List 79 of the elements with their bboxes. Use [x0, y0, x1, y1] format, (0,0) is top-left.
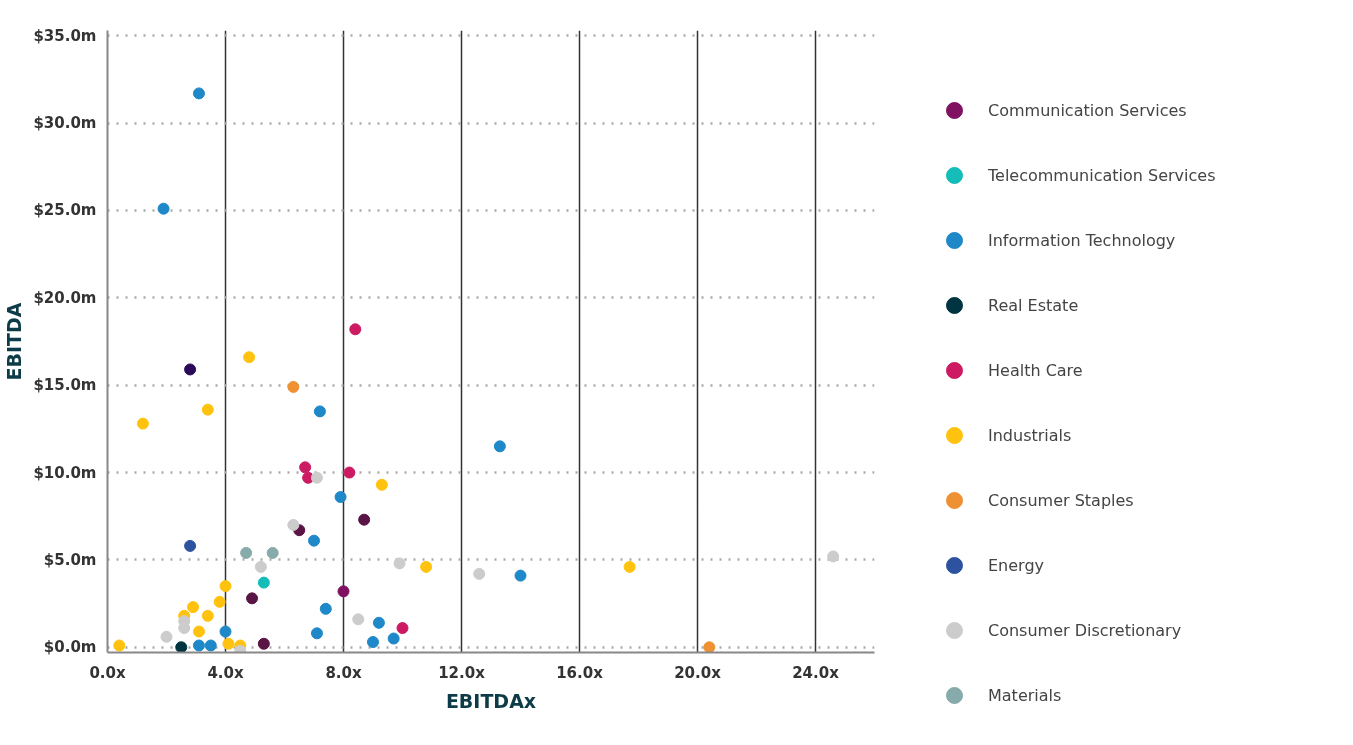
point: [310, 627, 323, 640]
point: [213, 595, 226, 608]
point: [157, 202, 170, 215]
point: [703, 641, 716, 653]
x-tick-label: 20.0x: [674, 663, 722, 682]
point: [343, 466, 356, 479]
point: [175, 641, 188, 653]
legend-label: Energy: [988, 555, 1045, 575]
point: [375, 478, 388, 491]
legend-label: Industrials: [988, 425, 1072, 445]
point: [313, 405, 326, 418]
point: [243, 351, 256, 364]
point: [334, 491, 347, 503]
y-tick-label: $0.0m: [43, 638, 97, 657]
y-axis-title: EBITDA: [3, 302, 26, 381]
point: [136, 417, 149, 430]
point: [514, 569, 527, 582]
legend-label: Consumer Staples: [988, 490, 1134, 510]
x-tick-label: 24.0x: [792, 663, 840, 682]
x-tick-label: 8.0x: [325, 663, 362, 682]
point: [358, 513, 371, 526]
legend-label: Real Estate: [988, 295, 1079, 315]
y-tick-label: $30.0m: [33, 114, 97, 133]
point: [240, 546, 253, 559]
legend-label: Materials: [988, 685, 1062, 705]
point: [473, 567, 486, 580]
point: [493, 440, 506, 453]
point: [192, 625, 205, 638]
legend-label: Telecommunication Services: [988, 165, 1216, 185]
point: [201, 403, 214, 416]
x-tick-label: 12.0x: [438, 663, 486, 682]
point: [310, 471, 323, 484]
legend-label: Health Care: [988, 360, 1083, 380]
point: [192, 639, 205, 652]
x-axis-title: EBITDAx: [445, 689, 537, 712]
point: [299, 461, 312, 474]
x-tick-label: 16.0x: [556, 663, 604, 682]
point: [266, 546, 279, 559]
point: [349, 323, 362, 336]
y-tick-label: $25.0m: [33, 201, 97, 220]
point: [204, 639, 217, 652]
point: [184, 363, 197, 376]
point: [372, 616, 385, 629]
point: [352, 613, 365, 626]
y-tick-label: $15.0m: [33, 376, 97, 395]
point: [827, 550, 840, 563]
y-tick-label: $35.0m: [33, 26, 97, 45]
point: [257, 637, 270, 650]
point: [187, 601, 200, 614]
x-tick-label: 4.0x: [207, 663, 244, 682]
point: [192, 87, 205, 100]
point: [160, 630, 173, 643]
point: [396, 622, 409, 635]
point: [308, 534, 320, 547]
x-tick-label: 0.0x: [89, 663, 126, 682]
point: [184, 539, 197, 552]
legend-label: Information Technology: [988, 230, 1176, 250]
point: [387, 632, 400, 645]
point: [201, 609, 214, 622]
point: [254, 560, 267, 573]
y-tick-label: $5.0m: [43, 550, 97, 569]
point: [393, 557, 406, 570]
point: [113, 639, 126, 652]
point: [420, 560, 433, 573]
legend-label: Communication Services: [988, 100, 1187, 120]
point: [219, 625, 232, 638]
point: [367, 636, 379, 649]
y-tick-label: $20.0m: [33, 288, 97, 307]
point: [246, 592, 259, 605]
point: [219, 580, 232, 593]
point: [337, 585, 350, 598]
point: [287, 518, 300, 531]
legend-label: Consumer Discretionary: [988, 620, 1182, 640]
point: [623, 560, 636, 573]
point: [319, 602, 332, 615]
y-tick-label: $10.0m: [33, 463, 97, 482]
point: [222, 637, 235, 650]
point: [257, 576, 270, 589]
point: [287, 380, 300, 393]
